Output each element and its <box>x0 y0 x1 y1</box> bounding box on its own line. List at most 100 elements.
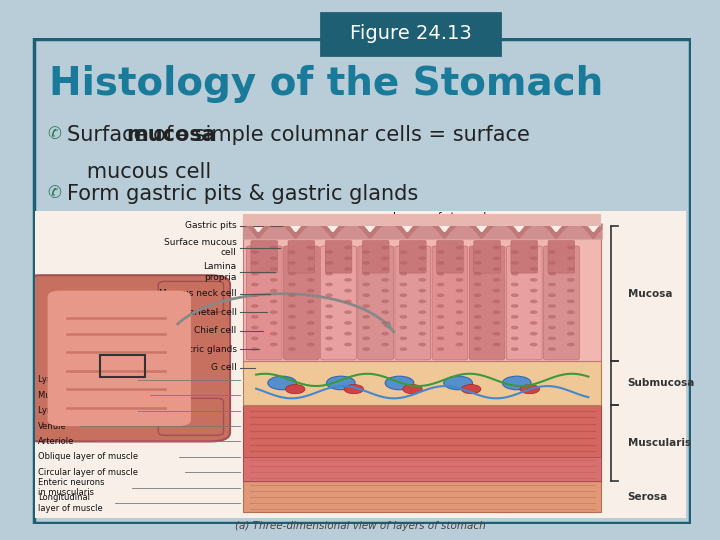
Circle shape <box>381 278 389 282</box>
Circle shape <box>548 272 556 275</box>
Circle shape <box>251 304 258 308</box>
Bar <box>243 404 601 482</box>
Circle shape <box>511 336 518 340</box>
Circle shape <box>418 246 426 249</box>
FancyBboxPatch shape <box>548 240 575 273</box>
Text: Serosa: Serosa <box>628 492 667 502</box>
Circle shape <box>362 336 370 340</box>
Text: Figure 24.13: Figure 24.13 <box>349 24 472 43</box>
Circle shape <box>548 326 556 329</box>
Circle shape <box>400 293 408 297</box>
Circle shape <box>456 343 463 346</box>
Circle shape <box>436 251 444 254</box>
Circle shape <box>288 282 296 286</box>
Circle shape <box>520 384 539 394</box>
Text: Mucous neck cell: Mucous neck cell <box>159 289 237 298</box>
Text: Muscularis: Muscularis <box>628 438 690 448</box>
Circle shape <box>503 376 531 390</box>
Circle shape <box>402 384 422 394</box>
Circle shape <box>381 343 389 346</box>
Circle shape <box>567 256 575 260</box>
Circle shape <box>268 376 297 390</box>
Circle shape <box>511 251 518 254</box>
Circle shape <box>418 343 426 346</box>
Circle shape <box>418 267 426 271</box>
Circle shape <box>530 332 538 335</box>
Circle shape <box>567 300 575 303</box>
Circle shape <box>251 272 258 275</box>
Circle shape <box>344 256 352 260</box>
Circle shape <box>344 278 352 282</box>
Circle shape <box>567 267 575 271</box>
Circle shape <box>307 321 315 325</box>
Circle shape <box>511 293 518 297</box>
Text: Chief cell: Chief cell <box>194 326 237 335</box>
Circle shape <box>362 304 370 308</box>
Circle shape <box>548 293 556 297</box>
Circle shape <box>344 321 352 325</box>
Circle shape <box>381 332 389 335</box>
Text: Lamina
propria: Lamina propria <box>204 262 237 282</box>
Circle shape <box>567 321 575 325</box>
Circle shape <box>270 256 278 260</box>
Text: Histology of the Stomach: Histology of the Stomach <box>49 64 603 103</box>
Circle shape <box>492 289 500 293</box>
Circle shape <box>270 321 278 325</box>
Bar <box>243 232 601 361</box>
Circle shape <box>530 289 538 293</box>
Circle shape <box>344 332 352 335</box>
Circle shape <box>307 343 315 346</box>
Circle shape <box>418 278 426 282</box>
FancyBboxPatch shape <box>436 240 463 273</box>
Circle shape <box>325 272 333 275</box>
Circle shape <box>362 315 370 319</box>
FancyBboxPatch shape <box>48 291 191 426</box>
FancyBboxPatch shape <box>284 246 319 360</box>
Circle shape <box>567 332 575 335</box>
Bar <box>243 214 601 226</box>
Circle shape <box>325 315 333 319</box>
Circle shape <box>344 300 352 303</box>
Circle shape <box>456 289 463 293</box>
Circle shape <box>381 267 389 271</box>
Bar <box>243 457 601 482</box>
Circle shape <box>325 347 333 351</box>
Circle shape <box>492 267 500 271</box>
Circle shape <box>492 332 500 335</box>
Circle shape <box>362 282 370 286</box>
Circle shape <box>474 347 482 351</box>
Text: Lymphatic vessel: Lymphatic vessel <box>38 406 110 415</box>
FancyBboxPatch shape <box>22 275 230 442</box>
FancyBboxPatch shape <box>288 240 315 273</box>
Circle shape <box>288 293 296 297</box>
Circle shape <box>251 251 258 254</box>
Text: Submucosa: Submucosa <box>628 378 695 388</box>
Circle shape <box>548 315 556 319</box>
FancyBboxPatch shape <box>474 240 500 273</box>
FancyBboxPatch shape <box>358 246 394 360</box>
Circle shape <box>344 267 352 271</box>
Circle shape <box>567 246 575 249</box>
Circle shape <box>325 326 333 329</box>
Circle shape <box>400 272 408 275</box>
Circle shape <box>307 278 315 282</box>
Circle shape <box>381 289 389 293</box>
Text: Parietal cell: Parietal cell <box>184 308 237 316</box>
Text: mucous cell: mucous cell <box>67 161 211 182</box>
Circle shape <box>344 310 352 314</box>
Circle shape <box>530 246 538 249</box>
Circle shape <box>530 267 538 271</box>
Bar <box>243 361 601 404</box>
Text: Enteric neurons
in muscularis: Enteric neurons in muscularis <box>38 478 104 497</box>
Circle shape <box>362 251 370 254</box>
Circle shape <box>456 332 463 335</box>
Circle shape <box>288 251 296 254</box>
Circle shape <box>362 272 370 275</box>
Circle shape <box>288 261 296 265</box>
Circle shape <box>436 293 444 297</box>
Circle shape <box>362 347 370 351</box>
Text: Gastric glands: Gastric glands <box>171 345 237 354</box>
FancyBboxPatch shape <box>395 246 431 360</box>
Circle shape <box>436 326 444 329</box>
Circle shape <box>325 336 333 340</box>
